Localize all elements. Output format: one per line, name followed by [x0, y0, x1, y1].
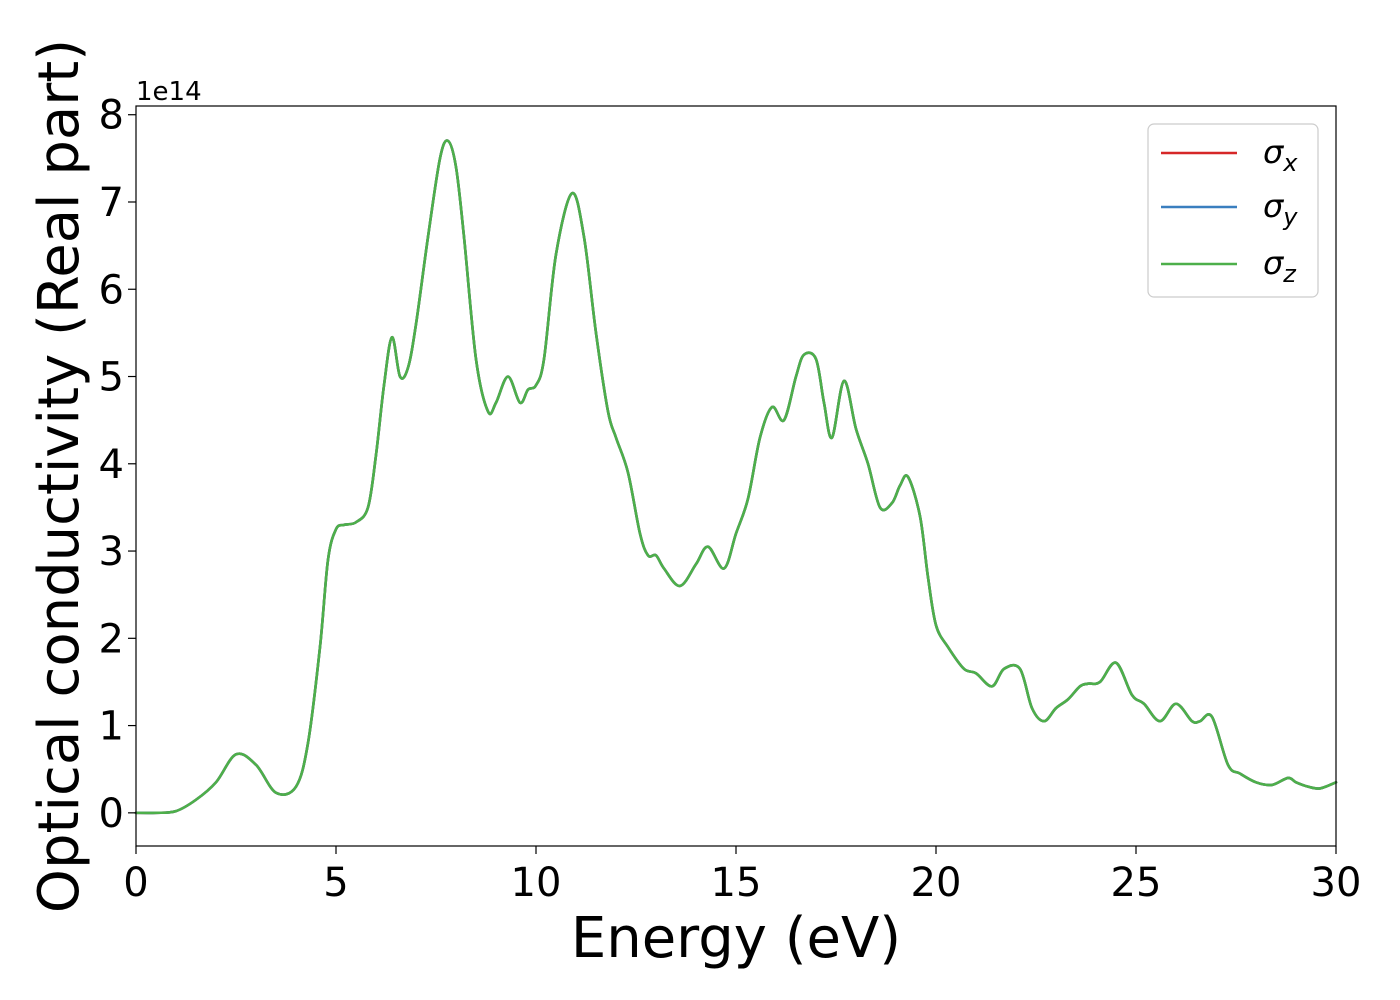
x-tick-label: 5 — [323, 860, 348, 906]
legend-subscript: y — [1282, 203, 1298, 231]
y-tick-label: 1 — [99, 704, 124, 750]
legend-label-y: σy — [1263, 187, 1298, 231]
legend-label-x: σx — [1263, 133, 1298, 177]
legend-subscript: z — [1282, 260, 1297, 288]
y-axis-title: Optical conductivity (Real part) — [27, 39, 92, 913]
x-tick-label: 30 — [1311, 860, 1362, 906]
legend-box — [1147, 123, 1319, 298]
legend-label-z: σz — [1263, 244, 1297, 288]
x-tick-label: 20 — [911, 860, 962, 906]
legend-subscript: x — [1282, 149, 1298, 177]
legend-symbol: σ — [1263, 133, 1285, 171]
y-axis-ticks: 0 1 2 3 4 5 6 7 8 — [99, 93, 136, 837]
series-line-z — [134, 139, 1338, 815]
y-tick-label: 3 — [99, 529, 124, 575]
y-tick-label: 0 — [99, 791, 124, 837]
x-tick-label: 15 — [711, 860, 762, 906]
series-layer — [134, 139, 1338, 815]
y-tick-label: 7 — [99, 180, 124, 226]
y-tick-label: 5 — [99, 355, 124, 401]
x-axis-ticks: 0 5 10 15 20 25 30 — [123, 846, 1361, 906]
legend-symbol: σ — [1263, 187, 1285, 225]
y-tick-label: 8 — [99, 93, 124, 139]
x-tick-label: 25 — [1111, 860, 1162, 906]
legend-symbol: σ — [1263, 244, 1285, 282]
x-tick-label: 0 — [123, 860, 148, 906]
y-offset-label: 1e14 — [136, 77, 202, 107]
y-tick-label: 4 — [99, 442, 124, 488]
y-tick-label: 2 — [99, 616, 124, 662]
y-tick-label: 6 — [99, 267, 124, 313]
x-axis-title: Energy (eV) — [571, 906, 901, 971]
x-tick-label: 10 — [511, 860, 562, 906]
